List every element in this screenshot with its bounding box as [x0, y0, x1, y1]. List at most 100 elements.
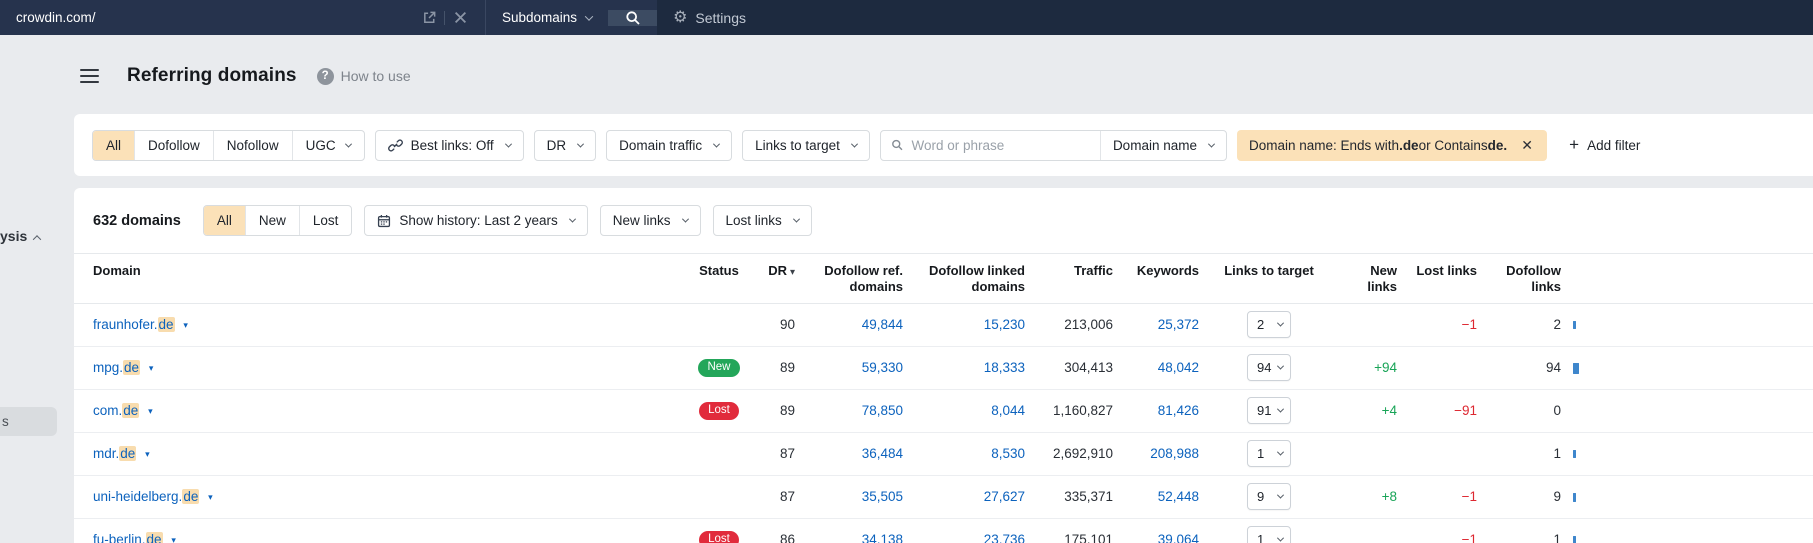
how-to-use-link[interactable]: ? How to use — [316, 67, 411, 85]
keywords-link[interactable]: 39,064 — [1157, 532, 1199, 543]
sidebar-item-selected-fragment[interactable]: s — [0, 407, 57, 436]
domain-link[interactable]: mpg.de — [93, 360, 141, 375]
dofollow-ref-domains-link[interactable]: 34,138 — [861, 532, 903, 543]
new-links-value — [1339, 303, 1397, 347]
dofollow-links-bar — [1573, 492, 1576, 502]
target-url[interactable]: crowdin.com/ — [16, 10, 96, 25]
dofollow-linked-domains-link[interactable]: 8,044 — [991, 403, 1025, 418]
chevron-down-icon — [1276, 319, 1285, 327]
scope-dropdown[interactable]: Subdomains — [486, 10, 608, 25]
dofollow-links-value: 94 — [1477, 346, 1561, 390]
dofollow-linked-domains-link[interactable]: 27,627 — [983, 489, 1025, 504]
tab-status-lost[interactable]: Lost — [298, 206, 352, 235]
links-to-target-select[interactable]: 9 — [1247, 483, 1291, 510]
close-icon[interactable] — [445, 0, 475, 35]
column-header-new-links[interactable]: New links — [1339, 253, 1397, 304]
add-filter-button[interactable]: + Add filter — [1569, 134, 1641, 154]
column-header-status[interactable]: Status — [683, 253, 755, 304]
traffic-value: 2,692,910 — [1025, 432, 1113, 476]
domain-caret-icon[interactable]: ▾ — [171, 535, 176, 543]
column-header-dofollow-links[interactable]: Dofollow links — [1477, 253, 1561, 304]
keywords-link[interactable]: 52,448 — [1157, 489, 1199, 504]
dofollow-linked-domains-link[interactable]: 8,530 — [991, 446, 1025, 461]
show-history-button[interactable]: Show history: Last 2 years — [364, 205, 588, 236]
remove-filter-icon[interactable]: ✕ — [1521, 136, 1533, 153]
help-icon: ? — [316, 67, 334, 85]
external-link-icon[interactable] — [414, 0, 444, 35]
new-links-value: +94 — [1339, 346, 1397, 390]
domain-traffic-filter-button[interactable]: Domain traffic — [606, 129, 733, 161]
new-links-value: +8 — [1339, 475, 1397, 519]
search-scope-dropdown[interactable]: Domain name — [1099, 130, 1226, 160]
tab-ugc[interactable]: UGC — [291, 130, 364, 160]
column-header-lost-links[interactable]: Lost links — [1397, 253, 1477, 304]
keywords-link[interactable]: 25,372 — [1157, 317, 1199, 332]
domain-caret-icon[interactable]: ▾ — [148, 406, 153, 416]
dofollow-links-bar — [1573, 321, 1576, 330]
column-header-keywords[interactable]: Keywords — [1113, 253, 1199, 304]
traffic-value: 335,371 — [1025, 475, 1113, 519]
links-to-target-select[interactable]: 1 — [1247, 526, 1291, 543]
dofollow-ref-domains-link[interactable]: 36,484 — [861, 446, 903, 461]
link-type-tabs: All Dofollow Nofollow UGC — [92, 129, 365, 161]
domain-link[interactable]: com.de — [93, 403, 140, 418]
hamburger-menu-icon[interactable] — [78, 65, 101, 87]
dofollow-linked-domains-link[interactable]: 18,333 — [983, 360, 1025, 375]
domain-link[interactable]: mdr.de — [93, 446, 137, 461]
calendar-icon — [378, 214, 391, 227]
keywords-link[interactable]: 48,042 — [1157, 360, 1199, 375]
traffic-value: 175,101 — [1025, 518, 1113, 543]
status-badge: Lost — [699, 401, 739, 420]
column-header-links-to-target[interactable]: Links to target — [1199, 253, 1339, 304]
column-header-domain[interactable]: Domain — [74, 253, 683, 304]
tab-all[interactable]: All — [93, 130, 135, 160]
dofollow-linked-domains-link[interactable]: 23,736 — [983, 532, 1025, 543]
page-title: Referring domains — [127, 65, 297, 86]
domain-link[interactable]: uni-heidelberg.de — [93, 489, 200, 504]
links-to-target-filter-button[interactable]: Links to target — [742, 129, 870, 161]
domain-caret-icon[interactable]: ▾ — [208, 492, 213, 502]
links-to-target-select[interactable]: 91 — [1247, 397, 1291, 424]
dofollow-ref-domains-link[interactable]: 59,330 — [861, 360, 903, 375]
filter-match-highlight: de — [123, 360, 141, 375]
dofollow-linked-domains-link[interactable]: 15,230 — [983, 317, 1025, 332]
column-header-dofollow-linked[interactable]: Dofollow linked domains — [903, 253, 1025, 304]
tab-status-all[interactable]: All — [203, 206, 245, 235]
domain-caret-icon[interactable]: ▾ — [148, 363, 154, 373]
best-links-filter-button[interactable]: Best links: Off — [374, 129, 524, 161]
dofollow-ref-domains-link[interactable]: 78,850 — [861, 403, 903, 418]
domain-caret-icon[interactable]: ▾ — [183, 320, 188, 330]
tab-status-new[interactable]: New — [244, 206, 299, 235]
sidebar-item-analysis-fragment[interactable]: ysis — [0, 228, 42, 244]
new-links-button[interactable]: New links — [599, 205, 701, 236]
dr-value: 89 — [755, 346, 795, 390]
active-filter-chip[interactable]: Domain name: Ends with .de or Contains d… — [1236, 129, 1548, 161]
column-header-traffic[interactable]: Traffic — [1025, 253, 1113, 304]
word-search-input[interactable] — [911, 137, 1090, 153]
tab-dofollow[interactable]: Dofollow — [134, 130, 213, 160]
domain-link[interactable]: fraunhofer.de — [93, 317, 175, 332]
gear-icon: ⚙ — [673, 8, 688, 26]
column-header-dr[interactable]: DR ▾ — [755, 253, 795, 304]
keywords-link[interactable]: 208,988 — [1150, 446, 1199, 461]
report-header: Referring domains ? How to use — [78, 59, 1813, 93]
dr-filter-button[interactable]: DR — [533, 129, 597, 161]
lost-links-value — [1397, 432, 1477, 476]
dofollow-ref-domains-link[interactable]: 35,505 — [861, 489, 903, 504]
domain-caret-icon[interactable]: ▾ — [145, 449, 150, 459]
chevron-down-icon — [713, 140, 721, 148]
lost-links-button[interactable]: Lost links — [712, 205, 812, 236]
settings-button[interactable]: ⚙ Settings — [673, 0, 746, 35]
dofollow-ref-domains-link[interactable]: 49,844 — [861, 317, 903, 332]
domain-link[interactable]: fu-berlin.de — [93, 532, 163, 543]
keywords-link[interactable]: 81,426 — [1157, 403, 1199, 418]
chevron-down-icon — [792, 215, 800, 223]
status-tabs: All New Lost — [202, 205, 353, 236]
column-header-dofollow-ref[interactable]: Dofollow ref. domains — [795, 253, 903, 304]
links-to-target-select[interactable]: 2 — [1247, 311, 1291, 338]
filter-bar: All Dofollow Nofollow UGC Best links: Of… — [74, 114, 1813, 176]
tab-nofollow[interactable]: Nofollow — [212, 130, 292, 160]
search-button[interactable] — [608, 9, 658, 26]
links-to-target-select[interactable]: 1 — [1247, 440, 1291, 467]
links-to-target-select[interactable]: 94 — [1247, 354, 1291, 381]
